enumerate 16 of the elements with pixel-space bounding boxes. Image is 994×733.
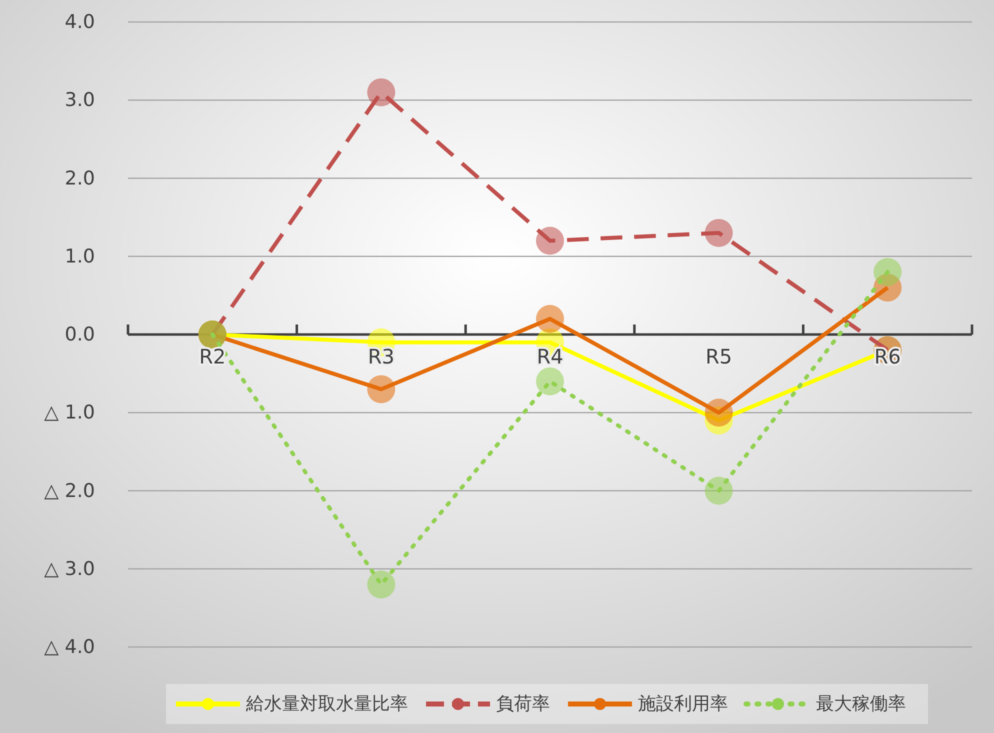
- x-tick-label: R6: [874, 344, 901, 368]
- y-tick-label: 0.0: [64, 324, 95, 346]
- legend-label: 負荷率: [496, 694, 550, 714]
- y-tick-label: 2.0: [64, 167, 95, 190]
- legend-label: 最大稼働率: [816, 694, 906, 714]
- x-tick-label: R5: [705, 344, 732, 368]
- y-tick-label: 4.0: [64, 11, 95, 33]
- y-tick-label: 1.0: [64, 245, 95, 268]
- legend-label: 給水量対取水量比率: [245, 694, 408, 714]
- y-tick-label: △ 1.0: [44, 402, 95, 424]
- y-tick-label: △ 2.0: [44, 480, 95, 502]
- y-tick-label: 3.0: [64, 89, 95, 112]
- legend-label: 施設利用率: [638, 694, 728, 714]
- x-tick-label: R2: [199, 344, 226, 368]
- y-tick-label: △ 4.0: [44, 636, 95, 658]
- y-tick-label: △ 3.0: [44, 558, 95, 580]
